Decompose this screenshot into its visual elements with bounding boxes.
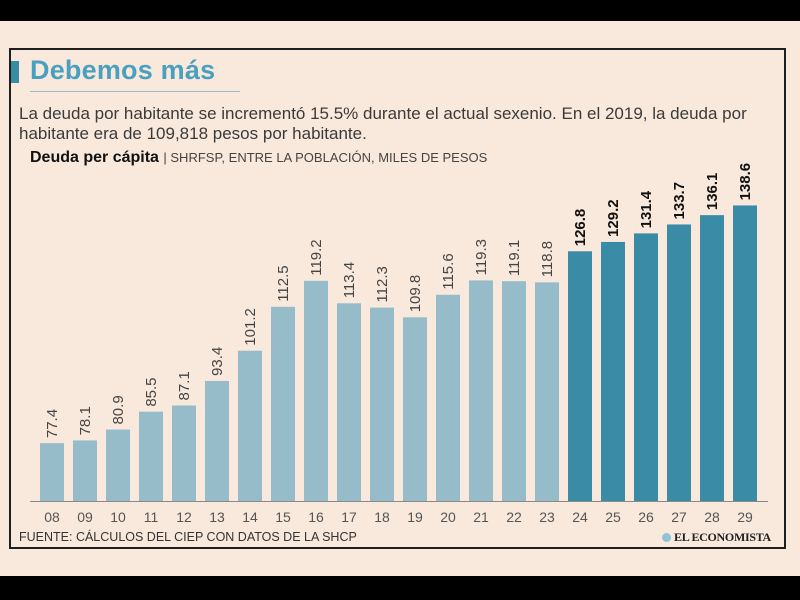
data-label: 129.2 — [605, 199, 622, 237]
x-tick-label: 23 — [539, 509, 555, 525]
x-tick-label: 13 — [209, 509, 225, 525]
bar-12 — [172, 405, 196, 501]
title-underline — [30, 91, 240, 92]
bar-21 — [469, 280, 493, 501]
x-tick-label: 26 — [638, 509, 654, 525]
x-tick-label: 14 — [242, 509, 258, 525]
source-note: FUENTE: CÁLCULOS DEL CIEP CON DATOS DE L… — [19, 530, 357, 544]
bar-16 — [304, 280, 328, 501]
bar-29 — [733, 205, 757, 501]
bar-15 — [271, 306, 295, 501]
data-label: 119.3 — [473, 239, 490, 275]
data-label: 87.1 — [176, 371, 193, 400]
brand-logo-icon — [662, 533, 671, 542]
bar-14 — [238, 350, 262, 501]
data-label: 112.3 — [374, 266, 391, 302]
bar-26 — [634, 233, 658, 501]
bar-17 — [337, 303, 361, 501]
x-tick-label: 16 — [308, 509, 324, 525]
x-tick-label: 20 — [440, 509, 456, 525]
data-label: 93.4 — [209, 347, 226, 376]
data-label: 119.2 — [308, 239, 325, 275]
data-label: 78.1 — [77, 406, 94, 435]
x-tick-label: 17 — [341, 509, 357, 525]
x-tick-label: 12 — [176, 509, 192, 525]
x-tick-label: 28 — [704, 509, 720, 525]
data-label: 119.1 — [506, 240, 523, 276]
page-title: Debemos más — [30, 55, 216, 85]
bar-20 — [436, 294, 460, 501]
x-tick-label: 19 — [407, 509, 423, 525]
infographic-background — [0, 21, 800, 576]
bar-24 — [568, 251, 592, 501]
data-label: 101.2 — [242, 308, 259, 346]
x-tick-label: 29 — [737, 509, 753, 525]
bar-22 — [502, 281, 526, 501]
bar-18 — [370, 307, 394, 501]
chart-frame — [9, 48, 786, 549]
x-tick-label: 18 — [374, 509, 390, 525]
x-tick-label: 11 — [144, 509, 159, 525]
data-label: 138.6 — [737, 163, 754, 201]
data-label: 113.4 — [341, 262, 358, 298]
data-label: 115.6 — [440, 253, 457, 289]
x-tick-label: 27 — [671, 509, 687, 525]
data-label: 109.8 — [407, 275, 424, 313]
data-label: 133.7 — [671, 182, 688, 220]
x-tick-label: 21 — [473, 509, 489, 525]
x-tick-label: 25 — [605, 509, 621, 525]
bar-09 — [73, 440, 97, 501]
bar-11 — [139, 411, 163, 501]
x-tick-label: 24 — [572, 509, 588, 525]
data-label: 126.8 — [572, 209, 589, 247]
data-label: 136.1 — [704, 173, 721, 211]
title-accent-bar — [11, 61, 19, 83]
data-label: 131.4 — [638, 190, 655, 228]
bar-10 — [106, 429, 130, 501]
chart-units: | SHRFSP, ENTRE LA POBLACIÓN, MILES DE P… — [163, 150, 488, 165]
bar-19 — [403, 317, 427, 501]
bar-13 — [205, 380, 229, 501]
x-tick-label: 09 — [77, 509, 93, 525]
description: La deuda por habitante se incrementó 15.… — [19, 104, 747, 143]
bar-25 — [601, 241, 625, 501]
x-tick-label: 22 — [506, 509, 522, 525]
chart-title: Deuda per cápita — [30, 149, 159, 166]
x-tick-label: 10 — [110, 509, 126, 525]
bar-27 — [667, 224, 691, 501]
x-tick-label: 15 — [275, 509, 291, 525]
bar-08 — [40, 443, 64, 501]
data-label: 80.9 — [110, 395, 127, 424]
data-label: 112.5 — [275, 265, 292, 301]
brand-name: EL ECONOMISTA — [674, 530, 771, 544]
data-label: 85.5 — [143, 377, 160, 406]
data-label: 77.4 — [44, 409, 61, 438]
x-tick-label: 08 — [44, 509, 60, 525]
brand-logo: EL ECONOMISTA — [662, 530, 771, 545]
bar-28 — [700, 215, 724, 501]
bar-23 — [535, 282, 559, 501]
chart-subtitle: Deuda per cápita | SHRFSP, ENTRE LA POBL… — [30, 149, 487, 167]
data-label: 118.8 — [539, 241, 556, 277]
